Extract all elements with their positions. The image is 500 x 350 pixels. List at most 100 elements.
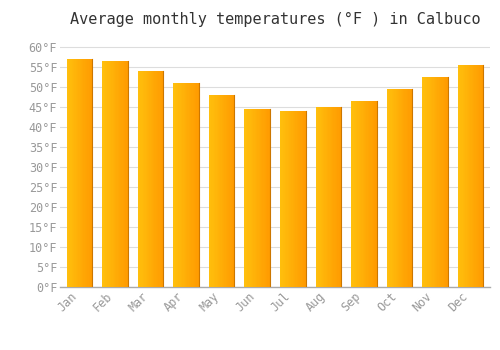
Bar [106, 61, 108, 287]
Bar [390, 89, 392, 287]
Bar [139, 71, 140, 287]
Bar [442, 77, 444, 287]
Bar [351, 101, 352, 287]
Bar [250, 109, 251, 287]
Bar [84, 59, 86, 287]
Bar [161, 71, 162, 287]
Bar [410, 89, 411, 287]
Bar [148, 71, 150, 287]
Bar [286, 111, 288, 287]
Bar [116, 61, 117, 287]
Bar [223, 95, 224, 287]
Bar [214, 95, 216, 287]
Bar [68, 59, 70, 287]
Bar [326, 107, 327, 287]
Bar [77, 59, 78, 287]
Bar [220, 95, 222, 287]
Bar [406, 89, 407, 287]
Bar [67, 59, 68, 287]
Bar [224, 95, 226, 287]
Bar [388, 89, 389, 287]
Bar [115, 61, 116, 287]
Bar [140, 71, 141, 287]
Bar [411, 89, 412, 287]
Bar [156, 71, 157, 287]
Bar [440, 77, 442, 287]
Bar [477, 65, 478, 287]
Bar [194, 83, 195, 287]
Bar [80, 59, 81, 287]
Bar [195, 83, 196, 287]
Bar [252, 109, 254, 287]
Bar [176, 83, 177, 287]
Bar [119, 61, 120, 287]
Bar [336, 107, 338, 287]
Bar [431, 77, 432, 287]
Bar [110, 61, 111, 287]
Bar [111, 61, 112, 287]
Bar [150, 71, 152, 287]
Bar [216, 95, 218, 287]
Bar [157, 71, 158, 287]
Bar [393, 89, 394, 287]
Bar [218, 95, 219, 287]
Bar [198, 83, 199, 287]
Bar [299, 111, 300, 287]
Bar [266, 109, 268, 287]
Bar [114, 61, 115, 287]
Title: Average monthly temperatures (°F ) in Calbuco: Average monthly temperatures (°F ) in Ca… [70, 12, 480, 27]
Bar [476, 65, 477, 287]
Bar [436, 77, 438, 287]
Bar [261, 109, 262, 287]
Bar [123, 61, 124, 287]
Bar [340, 107, 341, 287]
Bar [104, 61, 105, 287]
Bar [404, 89, 406, 287]
Bar [232, 95, 233, 287]
Bar [108, 61, 110, 287]
Bar [82, 59, 84, 287]
Bar [188, 83, 190, 287]
Bar [210, 95, 212, 287]
Bar [472, 65, 473, 287]
Bar [153, 71, 154, 287]
Bar [327, 107, 328, 287]
Bar [282, 111, 284, 287]
Bar [366, 101, 368, 287]
Bar [91, 59, 92, 287]
Bar [226, 95, 227, 287]
Bar [180, 83, 181, 287]
Bar [328, 107, 330, 287]
Bar [364, 101, 365, 287]
Bar [233, 95, 234, 287]
Bar [323, 107, 324, 287]
Bar [360, 101, 362, 287]
Bar [178, 83, 180, 287]
Bar [459, 65, 460, 287]
Bar [285, 111, 286, 287]
Bar [300, 111, 302, 287]
Bar [293, 111, 294, 287]
Bar [444, 77, 445, 287]
Bar [369, 101, 370, 287]
Bar [422, 77, 424, 287]
Bar [322, 107, 323, 287]
Bar [473, 65, 474, 287]
Bar [288, 111, 289, 287]
Bar [257, 109, 258, 287]
Bar [154, 71, 156, 287]
Bar [426, 77, 427, 287]
Bar [428, 77, 430, 287]
Bar [186, 83, 188, 287]
Bar [372, 101, 373, 287]
Bar [182, 83, 184, 287]
Bar [228, 95, 230, 287]
Bar [244, 109, 246, 287]
Bar [74, 59, 76, 287]
Bar [294, 111, 296, 287]
Bar [374, 101, 376, 287]
Bar [408, 89, 410, 287]
Bar [478, 65, 480, 287]
Bar [397, 89, 398, 287]
Bar [70, 59, 72, 287]
